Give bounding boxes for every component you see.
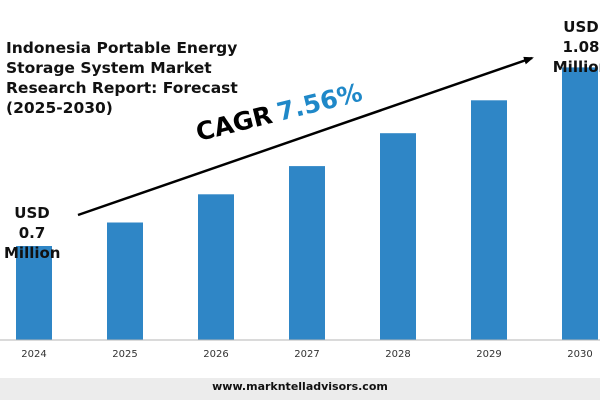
bars — [16, 67, 598, 341]
footer-url: www.markntelladvisors.com — [212, 380, 388, 393]
end-value-currency: USD — [563, 18, 599, 36]
bar-2030 — [562, 67, 598, 341]
start-value-label: USD 0.7 Million — [4, 203, 60, 263]
start-value-unit: Million — [4, 244, 61, 262]
end-value-unit: Million — [552, 58, 600, 76]
end-value-label: USD 1.08 Million — [548, 17, 600, 77]
chart-title: Indonesia Portable Energy Storage System… — [6, 39, 238, 117]
cagr-arrow-line — [77, 56, 534, 217]
x-tick-label-2025: 2025 — [112, 349, 137, 360]
bar-2025 — [107, 222, 143, 340]
growth-arrow — [77, 56, 534, 217]
bar-2024 — [16, 246, 52, 340]
bar-2026 — [198, 194, 234, 340]
start-value-number: 0.7 — [18, 224, 46, 242]
x-tick-label-2026: 2026 — [203, 349, 228, 360]
x-tick-label-2028: 2028 — [385, 349, 410, 360]
footer-band — [0, 378, 600, 400]
bar-2029 — [471, 100, 507, 340]
x-tick-label-2030: 2030 — [567, 349, 592, 360]
x-tick-label-2029: 2029 — [476, 349, 501, 360]
x-tick-label-2024: 2024 — [21, 349, 46, 360]
x-tick-labels: 2024 2025 2026 2027 2028 2029 2030 — [21, 349, 592, 360]
x-tick-label-2027: 2027 — [294, 349, 319, 360]
end-value-number: 1.08 — [562, 38, 600, 56]
bar-2027 — [289, 166, 325, 340]
bar-2028 — [380, 133, 416, 340]
start-value-currency: USD — [14, 204, 50, 222]
